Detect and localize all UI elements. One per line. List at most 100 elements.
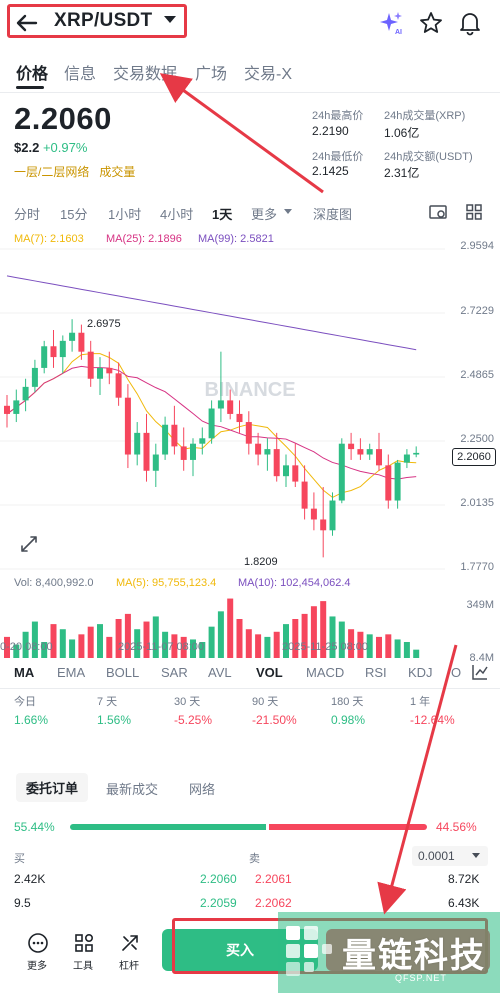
- indicator-rsi[interactable]: RSI: [365, 665, 387, 680]
- network-tag[interactable]: 一层/二层网络: [14, 165, 90, 179]
- interval-1h[interactable]: 1小时: [108, 207, 142, 222]
- leverage-icon[interactable]: [119, 932, 141, 954]
- bid-qty: 9.5: [14, 896, 31, 910]
- indicator-boll[interactable]: BOLL: [106, 665, 140, 680]
- interval-1d[interactable]: 1天: [212, 207, 233, 222]
- vol-axis-top: 349M: [466, 599, 494, 611]
- vol-xrp-value: 1.06亿: [384, 126, 420, 140]
- volume-bar: [106, 636, 113, 658]
- tools-label[interactable]: 工具: [73, 961, 93, 972]
- candle: [13, 400, 20, 414]
- tab-info[interactable]: 信息: [64, 66, 97, 83]
- tab-latest-trades[interactable]: 最新成交: [106, 782, 159, 797]
- indicator-settings-icon[interactable]: [470, 662, 490, 682]
- candle: [50, 346, 57, 358]
- tab-network[interactable]: 网络: [189, 782, 216, 797]
- volume-bar: [413, 649, 420, 658]
- volume-bar: [348, 629, 355, 658]
- candle: [227, 400, 234, 414]
- divider: [0, 688, 500, 689]
- volume-bar: [143, 621, 150, 658]
- period-value: 1.66%: [14, 713, 49, 727]
- buy-header: 买: [14, 853, 25, 865]
- interval-depth[interactable]: 深度图: [313, 207, 353, 222]
- pair-dropdown-caret-icon[interactable]: [164, 16, 176, 23]
- candle: [348, 443, 355, 450]
- volume-bar: [227, 598, 234, 658]
- fullscreen-icon[interactable]: [18, 533, 40, 555]
- pair-title[interactable]: XRP/USDT: [54, 10, 153, 31]
- bid-price[interactable]: 2.2060: [200, 872, 237, 886]
- active-tab-indicator: [16, 86, 44, 89]
- volume-bar: [124, 613, 131, 658]
- indicator-more[interactable]: O: [451, 665, 462, 680]
- volume-bar: [255, 634, 262, 658]
- indicator-kdj[interactable]: KDJ: [408, 665, 433, 680]
- candle: [190, 443, 196, 460]
- indicator-vol[interactable]: VOL: [256, 665, 283, 680]
- bid-price[interactable]: 2.2059: [200, 896, 237, 910]
- interval-15m[interactable]: 15分: [60, 207, 88, 222]
- period-label: 7 天: [97, 696, 118, 708]
- chart-settings-icon[interactable]: [428, 202, 448, 222]
- candle: [236, 413, 243, 423]
- volume-bar: [245, 629, 252, 658]
- tools-icon[interactable]: [73, 932, 95, 954]
- candlestick-chart[interactable]: BINANCE: [0, 228, 500, 658]
- ma25-label: MA(25): 2.1896: [106, 233, 182, 245]
- candle: [78, 332, 85, 352]
- indicator-sar[interactable]: SAR: [161, 665, 188, 680]
- candle: [31, 367, 38, 387]
- more-icon[interactable]: [27, 932, 49, 954]
- volume-bar: [87, 626, 94, 658]
- volume-bar: [301, 613, 308, 658]
- price-step-select[interactable]: 0.0001: [412, 846, 488, 866]
- ask-price[interactable]: 2.2062: [255, 896, 292, 910]
- volume-bar: [320, 601, 327, 658]
- sell-ratio-bar: [269, 824, 427, 830]
- volume-bar: [208, 626, 215, 658]
- tab-open-orders[interactable]: 委托订单: [16, 773, 89, 802]
- bell-icon[interactable]: [457, 10, 483, 36]
- star-icon[interactable]: [418, 10, 444, 36]
- candle: [4, 405, 10, 414]
- indicator-ma[interactable]: MA: [14, 665, 35, 680]
- current-price-badge: 2.2060: [452, 448, 496, 466]
- tab-trading-data[interactable]: 交易数据: [113, 66, 178, 83]
- period-value: 0.98%: [331, 713, 366, 727]
- indicator-avl[interactable]: AVL: [208, 665, 232, 680]
- interval-4h[interactable]: 4小时: [160, 207, 194, 222]
- ma7-label: MA(7): 2.1603: [14, 233, 84, 245]
- more-caret-icon[interactable]: [284, 209, 292, 214]
- volume-tag[interactable]: 成交量: [99, 165, 136, 179]
- volume-bar: [394, 639, 401, 658]
- buy-ratio: 55.44%: [14, 820, 55, 834]
- tab-square[interactable]: 广场: [195, 66, 228, 83]
- interval-more[interactable]: 更多: [251, 207, 278, 222]
- candle: [403, 454, 410, 463]
- indicator-ema[interactable]: EMA: [57, 665, 86, 680]
- candle: [143, 432, 150, 471]
- more-label[interactable]: 更多: [27, 961, 47, 972]
- indicator-macd[interactable]: MACD: [306, 665, 345, 680]
- step-caret-icon: [472, 853, 480, 858]
- y-axis-label: 2.2500: [460, 433, 494, 445]
- back-arrow-icon[interactable]: [14, 10, 40, 36]
- y-axis-label: 1.7770: [460, 561, 494, 573]
- candle: [283, 465, 289, 477]
- tab-trade-x[interactable]: 交易-X: [244, 66, 293, 83]
- tab-price[interactable]: 价格: [16, 66, 49, 83]
- ask-price[interactable]: 2.2061: [255, 872, 292, 886]
- candle: [366, 449, 373, 455]
- interval-timeline[interactable]: 分时: [14, 207, 41, 222]
- price-change: +0.97%: [42, 140, 88, 155]
- candle: [338, 443, 345, 501]
- leverage-label[interactable]: 杠杆: [119, 961, 139, 972]
- volume-bar: [22, 631, 29, 658]
- grid-layout-icon[interactable]: [464, 202, 484, 222]
- watermark-text: 量链科技: [342, 937, 486, 975]
- volume-bar: [171, 634, 178, 658]
- period-label: 今日: [14, 696, 36, 708]
- ai-sparkle-icon[interactable]: AI: [378, 10, 404, 36]
- low-annotation: 1.8209: [244, 556, 278, 568]
